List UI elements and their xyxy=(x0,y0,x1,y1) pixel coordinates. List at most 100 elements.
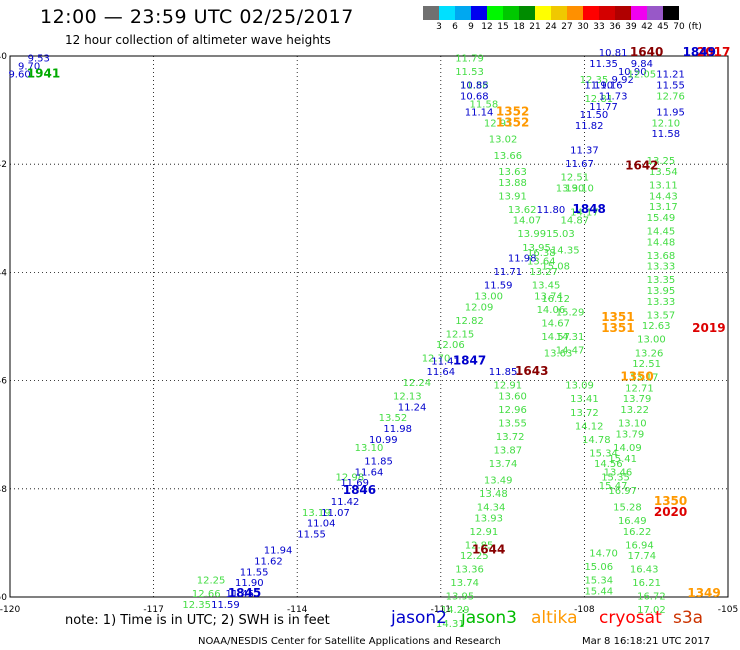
wave-height-value: 14.07 xyxy=(513,216,542,227)
color-swatch xyxy=(519,6,535,20)
wave-height-value: 13.17 xyxy=(630,373,659,384)
wave-height-value: 11.41 xyxy=(431,356,460,367)
wave-height-value: 11.59 xyxy=(211,600,240,611)
legend-cryosat: cryosat xyxy=(599,608,662,628)
wave-height-value: 13.41 xyxy=(570,394,599,405)
pass-time-label: 1350 xyxy=(620,370,653,384)
pass-time-label: 1643 xyxy=(515,364,548,378)
wave-height-value: 11.59 xyxy=(484,281,513,292)
color-scale-label: 9 xyxy=(468,22,474,32)
wave-height-value: 11.07 xyxy=(321,508,350,519)
color-scale-label: 24 xyxy=(545,22,557,32)
color-swatch xyxy=(647,6,663,20)
wave-height-value: 11.21 xyxy=(656,70,685,81)
wave-height-value: 12.71 xyxy=(625,383,654,394)
pass-time-label: 1351 xyxy=(601,321,634,335)
wave-height-value: 9.84 xyxy=(631,59,653,70)
wave-height-value: 11.35 xyxy=(589,59,618,70)
color-swatch xyxy=(439,6,455,20)
wave-height-value: 10.99 xyxy=(369,435,398,446)
wave-height-value: 14.47 xyxy=(556,346,585,357)
y-tick-label: 42 xyxy=(0,160,7,170)
pass-time-label: 1352 xyxy=(496,105,529,119)
color-swatch xyxy=(455,6,471,20)
wave-height-value: 12.10 xyxy=(651,118,680,129)
wave-height-value: 11.95 xyxy=(656,108,685,119)
color-swatch xyxy=(583,6,599,20)
wave-height-value: 11.62 xyxy=(254,557,283,568)
y-tick-label: 50 xyxy=(0,593,7,603)
x-tick-label: -114 xyxy=(287,605,308,615)
wave-height-value: 13.74 xyxy=(489,459,518,470)
wave-height-value: 13.10 xyxy=(355,443,384,454)
pass-time-label: 1849 xyxy=(683,45,716,59)
wave-height-value: 14.34 xyxy=(477,502,506,513)
x-tick-label: -105 xyxy=(718,605,738,615)
wave-height-value: 9.92 xyxy=(612,75,634,86)
wave-height-value: 15.34 xyxy=(589,448,618,459)
wave-height-value: 14.45 xyxy=(647,227,676,238)
wave-height-value: 14.78 xyxy=(582,435,611,446)
y-tick-label: 48 xyxy=(0,485,7,495)
wave-height-value: 15.03 xyxy=(546,229,575,240)
wave-height-value: 9.53 xyxy=(28,53,50,64)
wave-height-value: 12.09 xyxy=(465,302,494,313)
wave-height-value: 16.38 xyxy=(527,248,556,259)
wave-height-value: 12.51 xyxy=(632,359,661,370)
wave-height-value: 11.98 xyxy=(383,424,412,435)
wave-height-value: 14.70 xyxy=(589,548,618,559)
wave-height-value: 15.47 xyxy=(599,481,628,492)
wave-height-value: 16.12 xyxy=(541,294,570,305)
wave-height-value: 13.91 xyxy=(498,191,527,202)
map-frame xyxy=(9,55,729,598)
wave-height-value: 12.13 xyxy=(393,392,422,403)
wave-height-value: 15.06 xyxy=(584,562,613,573)
wave-height-value: 13.49 xyxy=(484,475,513,486)
wave-height-value: 13.63 xyxy=(498,167,527,178)
wave-height-value: 13.95 xyxy=(446,592,475,603)
wave-height-value: 11.58 xyxy=(460,80,489,91)
wave-height-value: 13.60 xyxy=(498,392,527,403)
wave-height-value: 14.56 xyxy=(594,459,623,470)
wave-height-value: 13.93 xyxy=(474,513,503,524)
wave-height-value: 12.15 xyxy=(446,329,475,340)
wave-height-value: 14.09 xyxy=(613,443,642,454)
wave-height-value: 17.74 xyxy=(628,551,657,562)
color-scale-label: 45 xyxy=(657,22,669,32)
wave-height-value: 13.10 xyxy=(565,183,594,194)
y-tick-label: 46 xyxy=(0,377,7,387)
wave-height-value: 13.52 xyxy=(379,413,408,424)
wave-height-value: 13.46 xyxy=(604,467,633,478)
wave-height-value: 11.69 xyxy=(340,478,369,489)
wave-height-value: 14.48 xyxy=(647,237,676,248)
wave-height-value: 13.79 xyxy=(616,429,645,440)
wave-height-value: 13.72 xyxy=(570,408,599,419)
wave-height-value: 12.06 xyxy=(436,340,465,351)
wave-height-value: 12.35 xyxy=(182,600,211,611)
color-swatch xyxy=(551,6,567,20)
wave-height-value: 14.57 xyxy=(541,332,570,343)
x-tick-label: -117 xyxy=(143,605,163,615)
legend-jason2: jason2 xyxy=(391,608,447,628)
wave-height-value: 13.36 xyxy=(455,565,484,576)
y-tick-label: 44 xyxy=(0,268,7,278)
color-swatch xyxy=(535,6,551,20)
wave-height-value: 11.16 xyxy=(594,80,623,91)
color-swatch xyxy=(471,6,487,20)
wave-height-value: 13.57 xyxy=(647,310,676,321)
wave-height-value: 11.85 xyxy=(364,456,393,467)
wave-height-value: 11.24 xyxy=(398,402,427,413)
color-scale-label: 3 xyxy=(436,22,442,32)
wave-height-value: 11.55 xyxy=(656,80,685,91)
wave-height-value: 12.98 xyxy=(336,473,365,484)
wave-height-value: 14.29 xyxy=(441,605,470,616)
wave-height-value: 14.12 xyxy=(575,421,604,432)
wave-height-value: 11.58 xyxy=(651,129,680,140)
x-tick-label: -120 xyxy=(0,605,20,615)
wave-height-value: 14.87 xyxy=(561,216,590,227)
wave-height-value: 16.97 xyxy=(608,486,637,497)
wave-height-value: 11.90 xyxy=(584,80,613,91)
pass-time-label: 1349 xyxy=(687,586,720,600)
wave-height-value: 11.80 xyxy=(537,205,566,216)
